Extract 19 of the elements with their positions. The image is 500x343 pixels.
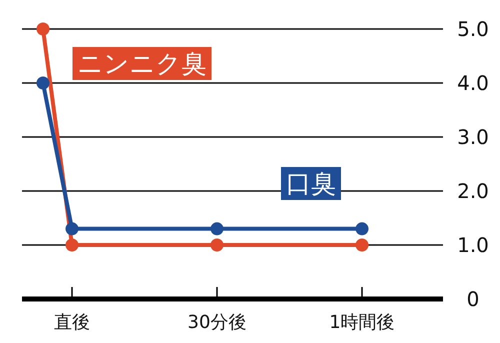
point — [356, 238, 368, 252]
series-label: 口臭 — [286, 169, 336, 198]
series-label: ニンニク臭 — [78, 49, 206, 78]
point — [36, 22, 50, 36]
y-tick-label: 4.0 — [457, 71, 489, 95]
x-tick-label: 1時間後 — [329, 312, 395, 333]
point — [36, 76, 50, 90]
point — [210, 238, 224, 252]
x-tick-label: 直後 — [54, 312, 90, 333]
point — [66, 238, 78, 252]
point — [66, 222, 78, 236]
point — [210, 222, 224, 236]
y-tick-label: 3.0 — [457, 125, 489, 149]
point — [356, 222, 368, 236]
x-tick-label: 30分後 — [188, 312, 246, 333]
y-tick-label: 2.0 — [457, 179, 489, 203]
y-tick-label: 5.0 — [457, 17, 489, 41]
y-tick-label: 1.0 — [457, 233, 489, 257]
y-tick-label: 0 — [466, 287, 480, 311]
